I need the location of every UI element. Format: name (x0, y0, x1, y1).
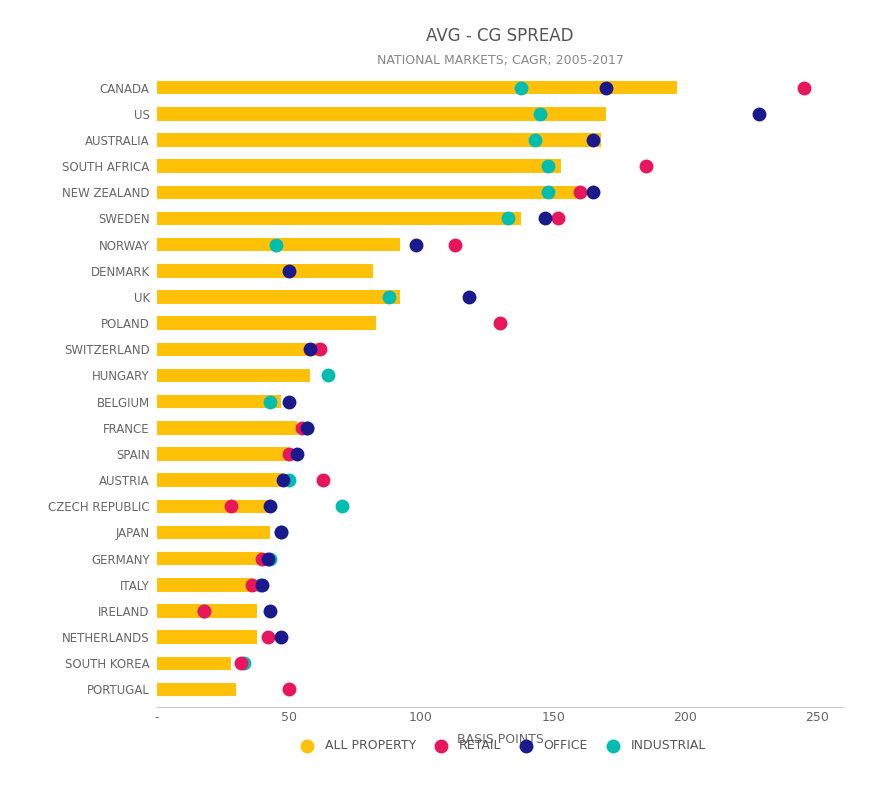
Point (236, 657, 250, 670)
Point (448, 239, 461, 251)
Point (585, 133, 599, 146)
Bar (156, 499, 270, 513)
Point (541, 186, 554, 199)
X-axis label: BASIS POINTS: BASIS POINTS (456, 732, 543, 746)
Point (244, 579, 258, 591)
Bar (156, 290, 400, 304)
Bar (156, 552, 262, 565)
Point (197, 604, 211, 617)
Point (263, 553, 277, 565)
Point (276, 474, 290, 487)
Point (527, 133, 541, 146)
Point (252, 579, 266, 591)
Bar (156, 604, 256, 618)
Point (514, 82, 527, 94)
Point (796, 82, 810, 94)
Point (322, 369, 335, 382)
Point (261, 553, 275, 565)
Point (461, 290, 475, 303)
Bar (156, 316, 375, 330)
Bar (156, 238, 400, 251)
Point (313, 343, 327, 356)
Point (263, 500, 277, 513)
Bar (156, 447, 289, 461)
Bar (156, 264, 373, 278)
Point (274, 526, 288, 539)
Point (501, 212, 514, 225)
Point (551, 212, 565, 225)
Point (541, 160, 554, 173)
Point (234, 657, 248, 670)
Bar (156, 630, 256, 644)
Point (295, 422, 308, 434)
Point (585, 186, 599, 199)
Point (335, 500, 348, 513)
Bar (156, 395, 281, 408)
Bar (156, 369, 309, 382)
Point (533, 108, 547, 120)
Bar (156, 526, 270, 539)
Point (289, 447, 303, 460)
Point (263, 396, 277, 408)
Point (315, 474, 329, 487)
Bar (156, 473, 283, 487)
Bar (156, 342, 320, 356)
Point (274, 526, 288, 539)
Bar (156, 656, 230, 670)
Legend: ALL PROPERTY, RETAIL, OFFICE, INDUSTRIAL: ALL PROPERTY, RETAIL, OFFICE, INDUSTRIAL (289, 735, 710, 758)
Point (223, 500, 237, 513)
Point (599, 82, 613, 94)
Bar (156, 81, 677, 94)
Point (638, 160, 652, 173)
Point (282, 683, 295, 696)
Point (282, 447, 295, 460)
Point (538, 212, 552, 225)
Point (255, 579, 269, 591)
Point (572, 186, 586, 199)
Point (381, 290, 395, 303)
Point (408, 239, 422, 251)
Point (263, 604, 277, 617)
Point (302, 343, 316, 356)
Bar (156, 185, 579, 199)
Point (274, 631, 288, 644)
Bar (156, 578, 251, 592)
Point (255, 553, 269, 565)
Bar (156, 107, 606, 121)
Point (261, 631, 275, 644)
Bar (156, 212, 521, 225)
Point (300, 422, 314, 434)
Point (493, 317, 507, 330)
Bar (156, 683, 235, 696)
Point (269, 239, 282, 251)
Point (300, 422, 314, 434)
Point (752, 108, 766, 120)
Point (282, 265, 295, 277)
Bar (156, 421, 296, 435)
Point (282, 474, 295, 487)
Bar (156, 133, 600, 147)
Text: AVG - CG SPREAD: AVG - CG SPREAD (426, 27, 574, 46)
Text: NATIONAL MARKETS; CAGR; 2005-2017: NATIONAL MARKETS; CAGR; 2005-2017 (376, 54, 623, 68)
Bar (156, 159, 561, 173)
Point (282, 396, 295, 408)
Point (197, 604, 211, 617)
